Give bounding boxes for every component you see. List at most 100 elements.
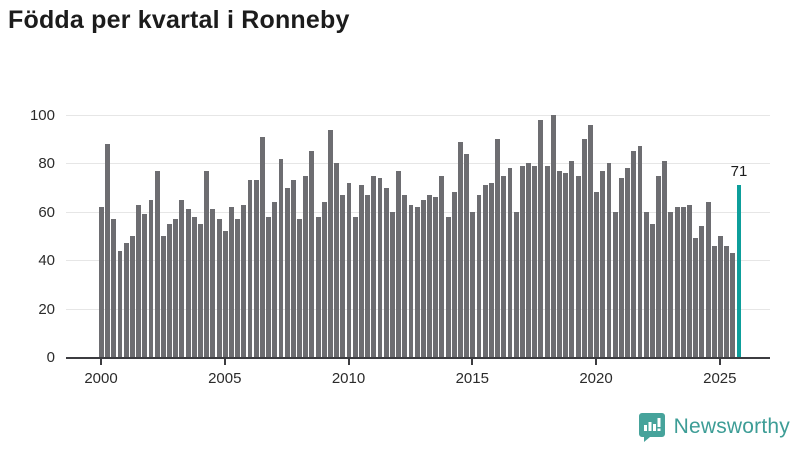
- bar-highlight: [736, 185, 742, 357]
- x-tick-mark: [223, 359, 226, 365]
- bar: [476, 194, 482, 357]
- y-gridline: [66, 163, 770, 165]
- bar: [550, 115, 556, 357]
- y-axis-label: 100: [29, 107, 55, 124]
- bar: [730, 252, 736, 357]
- bar: [563, 173, 569, 357]
- bar: [470, 211, 476, 357]
- bar: [643, 211, 649, 357]
- x-axis-label: 2020: [579, 370, 613, 387]
- bar: [656, 175, 661, 357]
- bar: [241, 204, 247, 357]
- bar: [631, 151, 637, 357]
- bar: [513, 211, 519, 357]
- bar: [718, 236, 723, 357]
- bar: [117, 250, 123, 357]
- bar: [699, 226, 705, 357]
- bar: [266, 216, 272, 357]
- bar: [235, 219, 241, 357]
- bar: [402, 194, 408, 357]
- bar: [625, 168, 631, 357]
- bar: [451, 192, 457, 357]
- bar: [160, 236, 166, 357]
- bar: [705, 202, 711, 357]
- bar: [668, 211, 674, 357]
- bar: [581, 139, 587, 357]
- bar: [142, 214, 148, 357]
- x-axis-line: [66, 357, 770, 359]
- bar: [439, 175, 445, 357]
- bar: [278, 158, 284, 357]
- bar: [191, 216, 197, 357]
- bar: [433, 197, 439, 357]
- bar: [674, 206, 680, 357]
- bar: [420, 199, 426, 357]
- bar: [575, 175, 581, 357]
- x-axis-label: 2025: [703, 370, 737, 387]
- bar: [495, 139, 501, 357]
- bar: [99, 206, 104, 357]
- bar: [612, 211, 618, 357]
- bar: [179, 199, 185, 357]
- bar: [693, 238, 699, 357]
- x-tick-mark: [595, 359, 598, 365]
- bar: [222, 231, 228, 357]
- bar: [445, 216, 451, 357]
- bar: [148, 199, 154, 357]
- x-tick-mark: [718, 359, 721, 365]
- bar: [123, 243, 129, 357]
- bar: [210, 209, 216, 357]
- bar: [290, 180, 296, 357]
- bar: [352, 216, 358, 357]
- y-axis-label: 60: [38, 203, 55, 221]
- page-title: Födda per kvartal i Ronneby: [8, 6, 350, 34]
- bar: [427, 194, 432, 357]
- bar: [185, 209, 191, 357]
- x-axis-label: 2000: [84, 370, 118, 387]
- y-axis-label: 40: [38, 252, 55, 270]
- bar: [303, 175, 309, 357]
- x-tick-mark: [347, 359, 350, 365]
- bar: [594, 192, 600, 357]
- bar: [507, 168, 513, 357]
- bar: [371, 175, 377, 357]
- bar: [662, 160, 668, 357]
- bar: [297, 219, 302, 357]
- bar: [358, 185, 364, 357]
- bar: [105, 144, 111, 357]
- bar: [724, 245, 730, 357]
- bar: [228, 206, 234, 357]
- bar: [544, 165, 550, 357]
- bar: [569, 160, 575, 357]
- bar: [154, 170, 160, 357]
- bar: [253, 180, 259, 357]
- bar: [557, 170, 562, 357]
- bar: [501, 175, 507, 357]
- newsworthy-logo-icon: [638, 413, 665, 442]
- newsworthy-logo[interactable]: Newsworthy: [638, 412, 790, 442]
- bar: [334, 163, 340, 357]
- bar: [340, 194, 346, 357]
- bar: [365, 194, 371, 357]
- bar: [519, 165, 525, 357]
- bar: [396, 170, 401, 357]
- x-tick-mark: [100, 359, 102, 365]
- bar: [328, 129, 333, 357]
- x-tick-mark: [471, 359, 474, 365]
- bar: [383, 187, 389, 357]
- bar: [247, 180, 253, 357]
- bar: [272, 202, 278, 357]
- bar: [321, 202, 327, 357]
- bar: [588, 124, 593, 357]
- bar: [259, 136, 265, 357]
- bar: [408, 204, 414, 357]
- bar: [129, 236, 135, 357]
- bar: [111, 219, 117, 357]
- bar: [482, 185, 488, 357]
- bar: [458, 141, 463, 357]
- bar: [488, 182, 494, 357]
- bar: [377, 177, 383, 357]
- bar: [711, 245, 717, 357]
- bar: [526, 163, 531, 357]
